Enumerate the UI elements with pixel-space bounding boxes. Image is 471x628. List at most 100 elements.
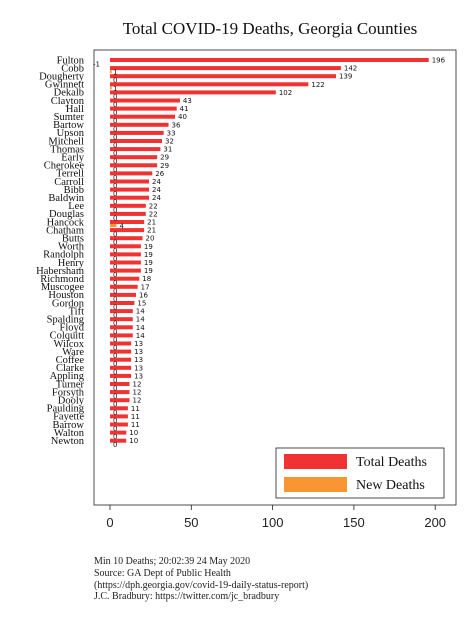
county-label-dougherty: Dougherty xyxy=(39,72,85,83)
value-new-newton: 0 xyxy=(113,441,117,449)
value-new-wilcox: 0 xyxy=(113,344,117,352)
value-new-dooly: 0 xyxy=(113,401,117,409)
bar-total-randolph xyxy=(110,252,141,257)
note-source-url: (https://dph.georgia.gov/covid-19-daily-… xyxy=(94,579,309,591)
county-label-habersham: Habersham xyxy=(36,266,84,277)
value-new-chatham: 0 xyxy=(113,231,117,239)
county-label-clarke: Clarke xyxy=(56,363,84,374)
value-new-gwinnett: 1 xyxy=(113,85,117,93)
bar-total-dougherty xyxy=(110,74,337,79)
county-label-floyd: Floyd xyxy=(59,323,84,334)
bar-total-richmond xyxy=(110,276,140,281)
bar-total-bartow xyxy=(110,122,169,127)
bar-total-cobb xyxy=(110,66,341,71)
county-label-butts: Butts xyxy=(62,234,84,245)
county-label-baldwin: Baldwin xyxy=(48,193,84,204)
legend: Total Deaths New Deaths xyxy=(275,447,445,499)
bar-total-chatham xyxy=(110,228,145,233)
bar-total-hancock xyxy=(110,220,145,224)
bar-total-bibb xyxy=(110,187,150,192)
bar-total-forsyth xyxy=(110,390,130,395)
value-total-gordon: 15 xyxy=(137,300,146,308)
county-label-barrow: Barrow xyxy=(53,420,85,431)
value-total-early: 29 xyxy=(160,154,169,162)
bar-total-butts xyxy=(110,236,143,241)
value-new-bartow: 0 xyxy=(113,125,117,133)
county-label-randolph: Randolph xyxy=(43,250,85,261)
bar-total-early xyxy=(110,155,158,160)
value-new-terrell: 0 xyxy=(113,174,117,182)
bar-total-newton xyxy=(110,438,127,443)
value-new-paulding: 0 xyxy=(113,409,117,417)
value-labels: 196-114211390122110204304104003603303203… xyxy=(93,57,446,450)
county-label-paulding: Paulding xyxy=(47,404,85,415)
county-label-gwinnett: Gwinnett xyxy=(45,80,84,91)
bar-total-upson xyxy=(110,130,164,135)
value-total-gwinnett: 122 xyxy=(311,81,324,89)
county-label-henry: Henry xyxy=(58,258,85,269)
legend-label-total-deaths: Total Deaths xyxy=(356,455,427,470)
bar-new-cobb xyxy=(110,70,112,74)
county-label-carroll: Carroll xyxy=(54,177,84,188)
county-label-walton: Walton xyxy=(54,428,85,439)
county-label-early: Early xyxy=(61,153,84,164)
value-total-coffee: 13 xyxy=(134,356,143,364)
value-total-lee: 22 xyxy=(149,202,158,210)
county-label-clayton: Clayton xyxy=(51,96,85,107)
county-label-fayette: Fayette xyxy=(53,412,84,423)
value-new-gordon: 0 xyxy=(113,304,117,312)
bar-total-fayette xyxy=(110,414,128,419)
value-total-colquitt: 14 xyxy=(136,332,145,340)
value-total-appling: 13 xyxy=(134,372,143,380)
bar-total-dooly xyxy=(110,398,130,403)
bar-total-appling xyxy=(110,373,132,378)
value-total-carroll: 24 xyxy=(152,178,161,186)
bar-total-barrow xyxy=(110,422,128,427)
x-tick-label-0: 0 xyxy=(106,515,113,530)
value-new-worth: 0 xyxy=(113,247,117,255)
value-new-bibb: 0 xyxy=(113,190,117,198)
value-total-forsyth: 12 xyxy=(133,389,142,397)
value-total-wilcox: 13 xyxy=(134,340,143,348)
bar-new-gwinnett xyxy=(110,86,112,90)
county-label-newton: Newton xyxy=(51,436,85,447)
bar-total-turner xyxy=(110,382,130,386)
value-total-cherokee: 29 xyxy=(160,162,169,170)
x-axis: 0 50 100 150 200 xyxy=(106,505,446,530)
value-new-dougherty: 0 xyxy=(113,77,117,85)
bars xyxy=(110,58,429,443)
value-new-sumter: 0 xyxy=(113,117,117,125)
value-total-douglas: 22 xyxy=(149,210,158,218)
value-new-cobb: 1 xyxy=(113,69,117,77)
county-label-sumter: Sumter xyxy=(54,112,85,123)
value-new-lee: 0 xyxy=(113,206,117,214)
value-total-floyd: 14 xyxy=(136,324,145,332)
county-label-tift: Tift xyxy=(69,306,84,317)
value-new-mitchell: 0 xyxy=(113,142,117,150)
value-total-henry: 19 xyxy=(144,259,153,267)
county-label-mitchell: Mitchell xyxy=(48,136,84,147)
value-new-butts: 0 xyxy=(113,239,117,247)
bar-total-lee xyxy=(110,203,146,208)
value-total-newton: 10 xyxy=(129,437,138,445)
value-total-tift: 14 xyxy=(136,308,145,316)
value-total-dougherty: 139 xyxy=(339,73,352,81)
value-new-barrow: 0 xyxy=(113,425,117,433)
county-label-hancock: Hancock xyxy=(47,217,85,228)
value-new-coffee: 0 xyxy=(113,360,117,368)
value-total-bibb: 24 xyxy=(152,186,161,194)
value-new-henry: 0 xyxy=(113,263,117,271)
bar-total-hall xyxy=(110,106,177,111)
value-total-upson: 33 xyxy=(167,129,176,137)
bar-total-walton xyxy=(110,430,127,435)
value-total-dooly: 12 xyxy=(133,397,142,405)
value-new-hancock: 4 xyxy=(120,223,125,231)
value-total-terrell: 26 xyxy=(155,170,164,178)
county-label-coffee: Coffee xyxy=(56,355,85,366)
value-total-hancock: 21 xyxy=(147,219,156,227)
legend-label-new-deaths: New Deaths xyxy=(356,478,425,493)
value-total-barrow: 11 xyxy=(131,421,140,429)
value-new-colquitt: 0 xyxy=(113,336,117,344)
chart-title: Total COVID-19 Deaths, Georgia Counties xyxy=(123,19,418,38)
